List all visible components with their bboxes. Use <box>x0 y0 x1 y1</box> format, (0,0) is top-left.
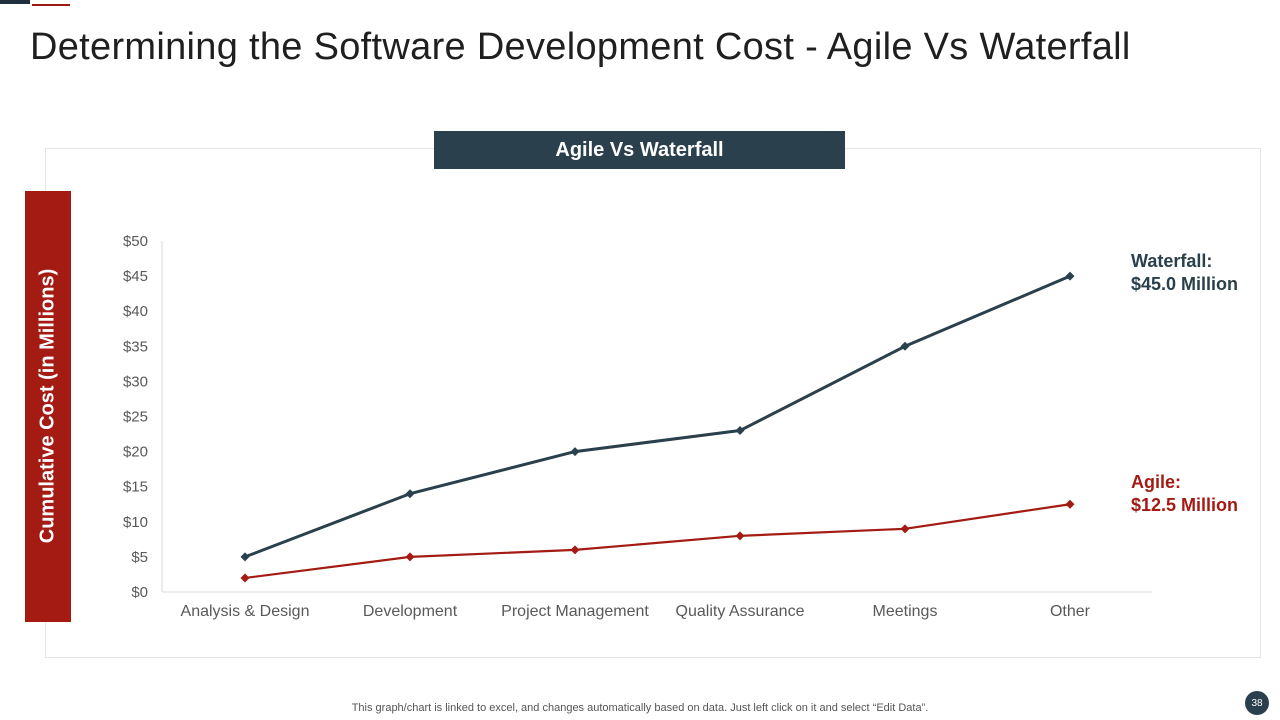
y-tick-label: $40 <box>123 303 148 320</box>
chart-axes <box>161 241 1152 593</box>
agile-label-name: Agile: <box>1131 472 1182 492</box>
agile-data-point <box>735 531 745 541</box>
waterfall-label-value: $45.0 Million <box>1131 274 1239 294</box>
agile-data-point <box>1065 499 1075 509</box>
y-tick-label: $35 <box>123 338 148 355</box>
waterfall-data-point <box>405 489 415 499</box>
agile-data-point <box>900 524 910 534</box>
waterfall-series-line <box>244 274 1071 559</box>
page-number: 38 <box>1245 691 1269 715</box>
waterfall-end-label: Waterfall: $45.0 Million <box>1131 250 1238 296</box>
agile-data-point <box>240 573 250 583</box>
waterfall-data-point <box>735 426 745 436</box>
chart-ticks: $0 $5 $10 $15 $20 $25 $30 $35 $40 $45 $50 Analysis … <box>123 233 1091 620</box>
y-tick-label: $20 <box>123 444 148 461</box>
y-tick-label: $5 <box>131 549 148 566</box>
y-tick-label: $10 <box>123 514 148 531</box>
agile-series-line <box>244 503 1071 580</box>
y-tick-label: $25 <box>123 409 148 426</box>
chart-series <box>240 271 1075 583</box>
footnote: This graph/chart is linked to excel, and… <box>351 702 929 714</box>
x-tick-label: Other <box>1050 603 1091 620</box>
x-tick-label: Meetings <box>873 603 938 620</box>
x-tick-label: Analysis & Design <box>181 603 310 620</box>
y-axis-label-box <box>25 191 71 622</box>
waterfall-data-point <box>570 447 580 457</box>
top-accent-bar <box>0 0 30 4</box>
x-tick-label: Development <box>363 603 458 620</box>
y-tick-label: $0 <box>131 584 148 601</box>
agile-end-label: Agile: $12.5 Million <box>1131 471 1238 517</box>
y-tick-label: $50 <box>123 233 148 250</box>
page-title: Determining the Software Development Cos… <box>30 26 1131 68</box>
y-tick-label: $45 <box>123 268 148 285</box>
chart-panel[interactable] <box>45 148 1261 658</box>
x-tick-label: Quality Assurance <box>676 603 805 620</box>
chart-title: Agile Vs Waterfall <box>434 131 845 169</box>
waterfall-data-point <box>900 341 910 351</box>
top-accent-line <box>32 4 70 6</box>
agile-label-value: $12.5 Million <box>1131 495 1239 515</box>
waterfall-data-point <box>1065 271 1075 281</box>
waterfall-label-name: Waterfall: <box>1131 251 1213 271</box>
y-tick-label: $30 <box>123 373 148 390</box>
agile-data-point <box>570 545 580 555</box>
waterfall-data-point <box>240 552 250 562</box>
agile-data-point <box>405 552 415 562</box>
x-tick-label: Project Management <box>501 603 649 620</box>
y-tick-label: $15 <box>123 479 148 496</box>
